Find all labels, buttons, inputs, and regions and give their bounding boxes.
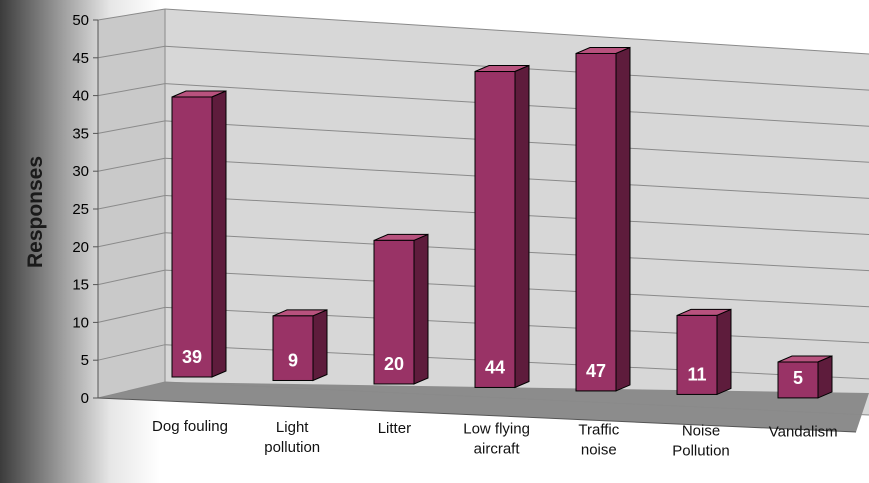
x-tick-label: aircraft [474, 441, 521, 458]
bar [777, 361, 819, 399]
bar [171, 96, 213, 378]
bar-side [312, 309, 328, 382]
y-tick-label: 45 [72, 50, 89, 67]
bar [272, 315, 314, 381]
data-label: 47 [586, 361, 606, 381]
y-tick-label: 0 [81, 390, 89, 407]
data-label: 5 [793, 368, 803, 388]
y-tick-label: 30 [72, 163, 89, 180]
x-tick-label: Dog fouling [152, 418, 228, 435]
x-tick-label: Traffic [578, 422, 619, 439]
y-tick-label: 15 [72, 277, 89, 294]
y-tick-label: 25 [72, 201, 89, 218]
bar-side [716, 308, 732, 396]
x-tick-label: Pollution [672, 443, 730, 460]
y-axis-title: Responses [24, 156, 47, 268]
x-tick-label: Litter [378, 420, 411, 437]
x-tick-label: pollution [264, 439, 320, 456]
bar [676, 314, 718, 395]
gridline [164, 8, 869, 55]
floor [98, 382, 869, 432]
bar-side [413, 233, 429, 385]
data-label: 20 [384, 354, 404, 374]
x-tick-label: Vandalism [769, 423, 838, 440]
bar [474, 71, 516, 388]
bar-side [615, 46, 631, 392]
bar-side [514, 64, 530, 389]
bar-side [817, 355, 833, 399]
gridline-side [97, 120, 166, 134]
bar [373, 239, 415, 385]
gridline-side [97, 381, 166, 399]
gridline-side [97, 232, 166, 248]
y-tick-label: 10 [72, 314, 89, 331]
gridline-side [97, 344, 166, 361]
gridline-side [97, 45, 166, 59]
x-tick-label: Low flying [463, 421, 530, 438]
bar-side [211, 90, 227, 378]
x-tick-label: Light [276, 419, 309, 436]
data-label: 44 [485, 357, 505, 377]
gridline-side [97, 306, 166, 323]
gridline [164, 381, 869, 416]
data-label: 11 [687, 364, 706, 384]
data-label: 9 [288, 350, 298, 370]
side-wall [98, 9, 165, 398]
gridline-side [97, 157, 166, 172]
gridline-side [97, 269, 166, 286]
bar [575, 52, 617, 392]
gridline-side [97, 8, 166, 21]
x-tick-label: Noise [682, 423, 720, 440]
y-tick-label: 50 [72, 12, 89, 29]
y-tick-label: 35 [72, 125, 89, 142]
x-tick-label: noise [581, 442, 617, 459]
y-tick-label: 5 [81, 352, 89, 369]
x-axis-line [97, 397, 857, 433]
gridline-side [97, 83, 166, 97]
data-label: 39 [182, 347, 202, 367]
y-tick-label: 40 [72, 88, 89, 105]
y-tick-label: 20 [72, 239, 89, 256]
gridline-side [97, 195, 166, 210]
